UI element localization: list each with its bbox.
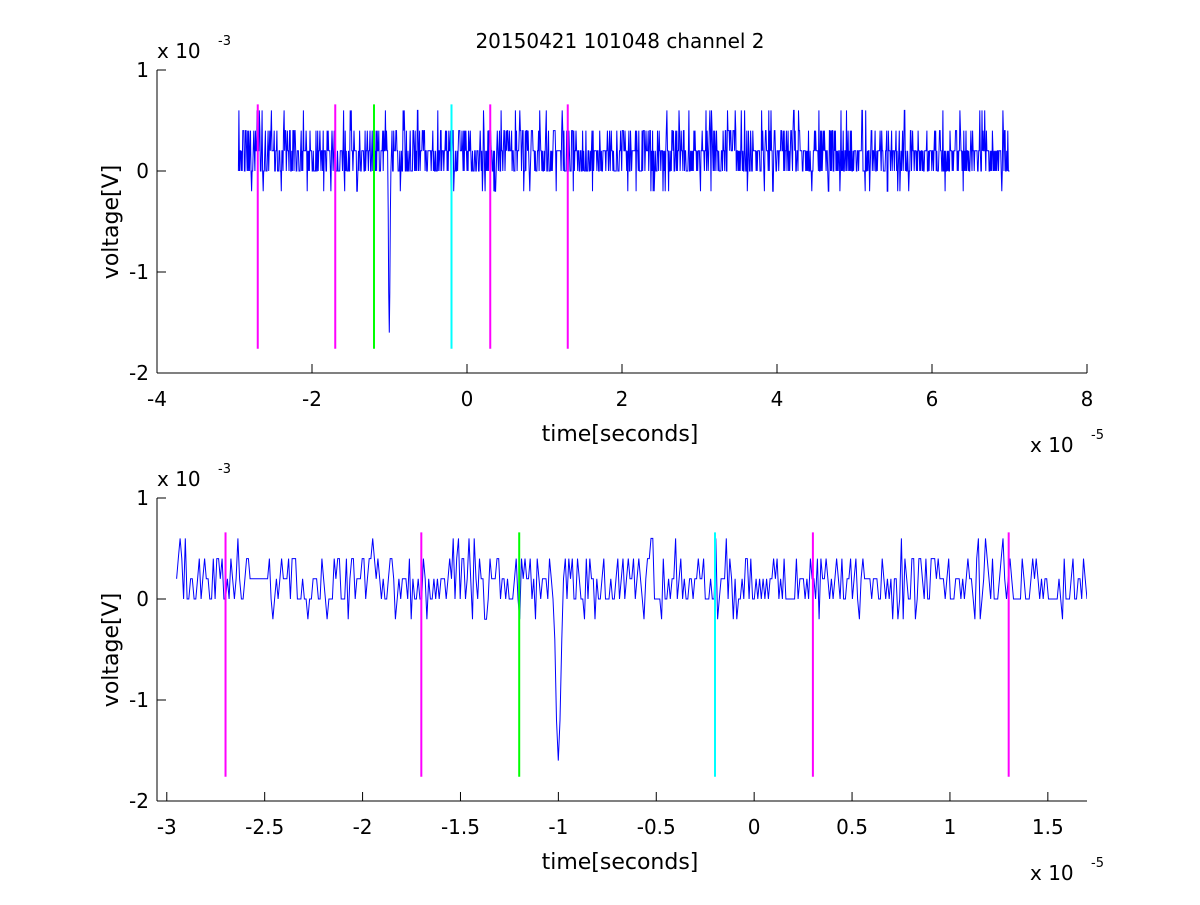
y-tick-label-0: -2 [129,361,149,385]
x-tick-label-0: -3 [157,815,177,839]
top-plot: -4 -2 0 2 4 6 8-2-101time[seconds]voltage[V]x … [99,34,1104,457]
y-tick-label-1: -1 [129,260,149,284]
x-tick-label-5: -0.5 [637,815,676,839]
y-exponent-label: x 10 [157,467,201,491]
x-tick-label-7: 0.5 [836,815,868,839]
x-tick-label-5: 6 [926,387,939,411]
signal-trace [176,537,1087,761]
bottom-plot: -3 -2.5 -2 -1.5 -1 -0.5 0 0.5 1 1.5 -2 -1 0 1 time[sec… [99,462,1104,885]
x-tick-label-2: -2 [353,815,373,839]
y-axis-label: voltage[V] [99,165,124,279]
x-tick-label-6: 0 [748,815,761,839]
y-tick-label-1: -1 [129,688,149,712]
signal-trace [237,109,1010,333]
x-tick-label-3: -1.5 [441,815,480,839]
y-tick-label-3: 1 [136,58,149,82]
y-exponent-power: -3 [218,34,231,49]
x-tick-label-1: -2 [302,387,322,411]
x-axis-label: time[seconds] [542,850,699,875]
y-exponent-label: x 10 [157,39,201,63]
y-tick-label-2: 0 [136,587,149,611]
y-tick-label-3: 1 [136,486,149,510]
x-tick-label-4: -1 [548,815,568,839]
x-tick-label-4: 4 [771,387,784,411]
x-exponent-power: -5 [1091,428,1104,443]
x-tick-label-8: 1 [944,815,957,839]
x-exponent-power: -5 [1091,856,1104,871]
y-exponent-power: -3 [218,462,231,477]
figure-title: 20150421 101048 channel 2 [475,29,764,53]
x-tick-label-9: 1.5 [1032,815,1064,839]
y-tick-label-0: -2 [129,789,149,813]
y-axis-label: voltage[V] [99,593,124,707]
x-tick-label-1: -2.5 [245,815,284,839]
x-tick-label-0: -4 [147,387,167,411]
x-tick-label-3: 2 [616,387,629,411]
x-tick-label-2: 0 [461,387,474,411]
x-tick-label-6: 8 [1081,387,1094,411]
x-exponent-label: x 10 [1030,433,1074,457]
x-exponent-label: x 10 [1030,861,1074,885]
x-axis-label: time[seconds] [542,422,699,447]
y-tick-label-2: 0 [136,159,149,183]
